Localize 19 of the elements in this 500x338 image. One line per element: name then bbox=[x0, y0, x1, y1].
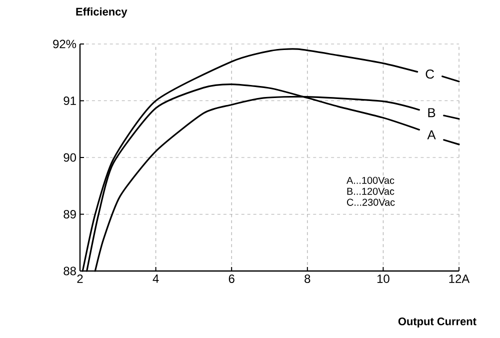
x-tick-label: 2 bbox=[77, 274, 83, 283]
series-label: C bbox=[426, 69, 434, 79]
x-tick-label: 4 bbox=[152, 274, 159, 283]
x-tick-label: 10 bbox=[377, 274, 390, 283]
annotation: C...230Vac bbox=[346, 198, 395, 206]
y-tick-label: 88 bbox=[64, 266, 76, 276]
x-axis-title: Output Current bbox=[398, 318, 476, 328]
x-tick-label: 6 bbox=[228, 274, 234, 283]
annotation: B...120Vac bbox=[347, 188, 394, 195]
x-tick-label: 12A bbox=[449, 274, 470, 283]
y-tick-label: 90 bbox=[64, 153, 76, 162]
y-tick-label: 92% bbox=[53, 40, 76, 48]
y-tick-label: 89 bbox=[64, 210, 76, 218]
y-tick-label: 91 bbox=[64, 96, 76, 105]
series-label: B bbox=[428, 108, 436, 118]
annotation: A...100Vac bbox=[346, 176, 394, 184]
y-axis-title: Efficiency bbox=[76, 8, 128, 18]
series-label: A bbox=[427, 130, 436, 140]
x-tick-label: 8 bbox=[304, 274, 310, 283]
